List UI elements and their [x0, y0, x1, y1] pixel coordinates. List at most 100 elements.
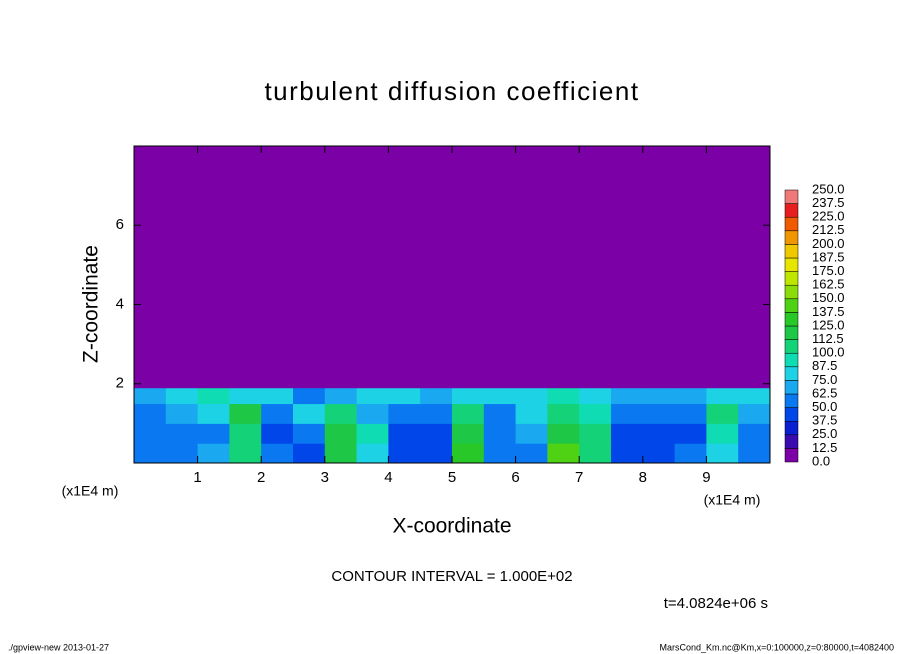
- heat-cell: [293, 146, 326, 389]
- colorbar-segment: [784, 393, 799, 408]
- heat-cell: [579, 443, 612, 464]
- colorbar-segment: [784, 325, 799, 340]
- colorbar-label: 150.0: [812, 290, 845, 305]
- heat-cell: [547, 403, 580, 424]
- colorbar-segment: [784, 189, 799, 204]
- heat-cell: [547, 146, 580, 389]
- y-tick-label: 2: [116, 375, 124, 392]
- heat-cell: [547, 443, 580, 464]
- heat-cell: [420, 387, 453, 405]
- heat-cell: [388, 403, 421, 424]
- heat-cell: [579, 403, 612, 424]
- x-tick-label: 7: [575, 469, 583, 486]
- heat-cell: [579, 387, 612, 405]
- heat-cell: [261, 146, 294, 389]
- colorbar-label: 250.0: [812, 181, 845, 196]
- heat-cell: [356, 146, 389, 389]
- heat-cell: [674, 443, 707, 464]
- colorbar-label: 162.5: [812, 277, 845, 292]
- y-tick-label: 6: [116, 216, 124, 233]
- heat-cell: [261, 403, 294, 424]
- heat-cell: [452, 387, 485, 405]
- colorbar-label: 100.0: [812, 345, 845, 360]
- heat-cell: [229, 387, 262, 405]
- heat-cell: [515, 403, 548, 424]
- heat-cell: [642, 443, 676, 464]
- heat-cell: [229, 443, 262, 464]
- heat-cell: [706, 146, 739, 389]
- colorbar-segment: [784, 298, 799, 313]
- heat-cell: [388, 387, 421, 405]
- colorbar-segment: [784, 244, 799, 259]
- heat-cell: [642, 403, 676, 424]
- colorbar-label: 12.5: [812, 440, 837, 455]
- heat-cell: [706, 443, 739, 464]
- x-tick-label: 1: [193, 469, 201, 486]
- heat-cell: [356, 403, 389, 424]
- heat-cell: [579, 146, 612, 389]
- heat-cell: [293, 443, 326, 464]
- colorbar-segment: [784, 366, 799, 381]
- heat-cell: [738, 387, 771, 405]
- x-tick-label: 5: [448, 469, 456, 486]
- colorbar-label: 75.0: [812, 372, 837, 387]
- colorbar-label: 25.0: [812, 426, 837, 441]
- heat-cell: [483, 443, 517, 464]
- heat-cell: [547, 423, 580, 444]
- heat-cell: [165, 403, 199, 424]
- heat-cell: [229, 423, 262, 444]
- heat-cell: [197, 403, 230, 424]
- heat-cell: [356, 443, 389, 464]
- heat-cell: [642, 387, 676, 405]
- heat-cell: [738, 423, 771, 444]
- footer-left: ./gpview-new 2013-01-27: [8, 642, 109, 652]
- heat-cell: [738, 443, 771, 464]
- heat-cell: [420, 146, 453, 389]
- heat-cell: [611, 387, 644, 405]
- x-axis-label: X-coordinate: [392, 515, 511, 538]
- heat-cell: [642, 423, 676, 444]
- colorbar-segment: [784, 257, 799, 272]
- x-tick-label: 4: [384, 469, 392, 486]
- heat-cell: [261, 423, 294, 444]
- heat-cell: [706, 387, 739, 405]
- heat-cell: [134, 443, 167, 464]
- heat-cell: [515, 443, 548, 464]
- heat-cell: [420, 403, 453, 424]
- colorbar-segment: [784, 434, 799, 449]
- heat-cell: [674, 146, 707, 389]
- heat-cell: [197, 423, 230, 444]
- heat-cell: [324, 403, 358, 424]
- heat-cell: [293, 387, 326, 405]
- colorbar-segment: [784, 230, 799, 245]
- heat-cell: [165, 146, 199, 389]
- heat-cell: [483, 146, 517, 389]
- heat-cell: [197, 146, 230, 389]
- heat-cell: [706, 403, 739, 424]
- colorbar-label: 87.5: [812, 358, 837, 373]
- colorbar-label: 237.5: [812, 195, 845, 210]
- heat-cell: [356, 387, 389, 405]
- heat-cell: [579, 423, 612, 444]
- colorbar-segment: [784, 448, 799, 463]
- x-tick-label: 6: [511, 469, 519, 486]
- heat-cell: [452, 146, 485, 389]
- heat-cell: [261, 443, 294, 464]
- heat-cell: [420, 443, 453, 464]
- contour-interval: CONTOUR INTERVAL = 1.000E+02: [331, 568, 572, 585]
- heat-cell: [134, 423, 167, 444]
- colorbar-segment: [784, 420, 799, 436]
- x-tick-label: 2: [257, 469, 265, 486]
- colorbar-label: 62.5: [812, 385, 837, 400]
- heat-cell: [356, 423, 389, 444]
- colorbar-segment: [784, 339, 799, 354]
- heat-cell: [483, 403, 517, 424]
- colorbar-segment: [784, 271, 799, 286]
- y-unit: (x1E4 m): [62, 483, 119, 499]
- heat-cell: [165, 443, 199, 464]
- heat-cell: [483, 387, 517, 405]
- heat-cell: [165, 423, 199, 444]
- heat-cell: [324, 423, 358, 444]
- heat-cell: [611, 423, 644, 444]
- heat-cell: [515, 146, 548, 389]
